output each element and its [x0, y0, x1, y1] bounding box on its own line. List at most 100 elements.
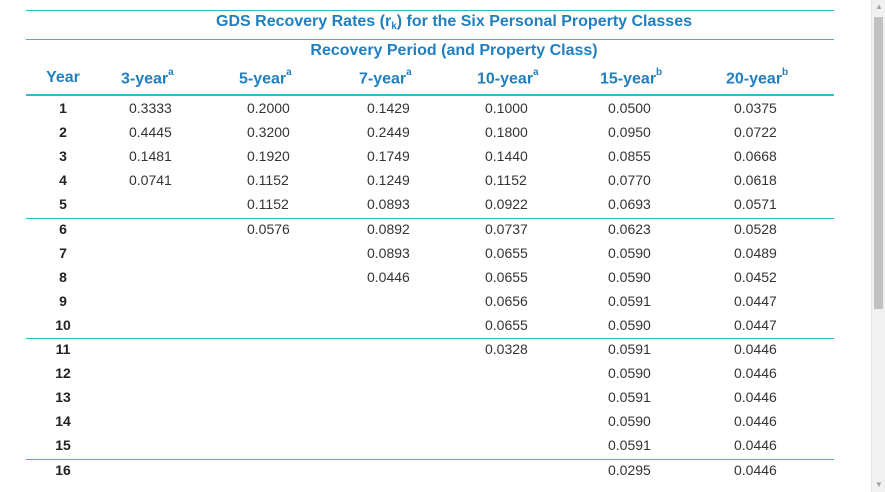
rate-cell: 0.1800	[485, 124, 528, 141]
rate-cell: 0.0328	[485, 341, 528, 357]
year-cell: 6	[59, 220, 67, 237]
rate-cell: 0.0576	[247, 220, 290, 237]
rate-cell: 0.3200	[247, 124, 290, 141]
year-cell: 15	[55, 437, 71, 454]
rate-cell: 0.0893	[367, 244, 410, 261]
year-cell: 16	[55, 461, 71, 478]
rate-cell: 0.0375	[734, 100, 777, 116]
year-cell: 13	[55, 389, 71, 406]
group-rule	[26, 217, 834, 219]
rate-cell: 0.0855	[608, 148, 651, 165]
rate-cell: 0.0452	[734, 268, 777, 285]
column-header-label: 5-year	[239, 70, 287, 88]
rate-cell: 0.0590	[608, 365, 651, 382]
rate-cell: 0.0693	[608, 196, 651, 213]
header-rule	[26, 94, 834, 96]
rate-cell: 0.0571	[734, 196, 777, 213]
rate-cell: 0.0618	[734, 172, 777, 189]
year-cell: 2	[59, 124, 67, 141]
column-header-10-year: 10-yeara	[477, 67, 539, 88]
column-header-7-year: 7-yeara	[359, 67, 412, 88]
rate-cell: 0.0623	[608, 220, 651, 237]
column-header-label: 15-year	[600, 70, 657, 88]
rate-cell: 0.0590	[608, 268, 651, 285]
rate-cell: 0.1429	[367, 100, 410, 116]
column-header-label: 3-year	[121, 70, 169, 88]
table-title: GDS Recovery Rates (rk) for the Six Pers…	[166, 13, 742, 32]
rate-cell: 0.0655	[485, 268, 528, 285]
scroll-up-icon[interactable]: ▲	[875, 2, 883, 11]
rate-cell: 0.0446	[734, 461, 777, 478]
rate-cell: 0.0446	[367, 268, 410, 285]
rate-cell: 0.0446	[734, 341, 777, 357]
year-cell: 4	[59, 172, 67, 189]
rate-cell: 0.1440	[485, 148, 528, 165]
rate-cell: 0.0446	[734, 437, 777, 454]
rate-cell: 0.0591	[608, 292, 651, 309]
title-rule	[26, 39, 834, 40]
rate-cell: 0.1152	[485, 172, 527, 189]
year-header: Year	[46, 69, 80, 86]
rate-cell: 0.1000	[485, 100, 528, 116]
rate-cell: 0.1749	[367, 148, 410, 165]
year-cell: 11	[55, 341, 71, 357]
rate-cell: 0.0892	[367, 220, 410, 237]
rate-cell: 0.0500	[608, 100, 651, 116]
rate-cell: 0.2000	[247, 100, 290, 116]
rate-cell: 0.0922	[485, 196, 528, 213]
title-text-end: ) for the Six Personal Property Classes	[396, 13, 692, 30]
rate-cell: 0.0655	[485, 316, 528, 333]
year-cell: 9	[59, 292, 67, 309]
column-header-15-year: 15-yearb	[600, 67, 663, 88]
rate-cell: 0.0668	[734, 148, 777, 165]
title-text-start: GDS Recovery Rates (r	[216, 13, 392, 30]
table-subtitle: Recovery Period (and Property Class)	[310, 42, 598, 59]
column-header-footnote: a	[406, 67, 412, 78]
column-header-20-year: 20-yearb	[726, 67, 789, 88]
year-cell: 10	[55, 316, 71, 333]
year-cell: 12	[55, 365, 71, 382]
rate-cell: 0.0770	[608, 172, 651, 189]
rate-cell: 0.0446	[734, 413, 777, 430]
vertical-scrollbar[interactable]: ▲ ▼	[871, 0, 885, 492]
year-cell: 8	[59, 268, 67, 285]
year-cell: 7	[59, 244, 67, 261]
rate-cell: 0.0741	[129, 172, 172, 189]
year-cell: 5	[59, 196, 67, 213]
title-subscript: k	[391, 21, 397, 32]
column-header-footnote: b	[656, 67, 663, 78]
column-header-footnote: a	[168, 67, 174, 78]
column-header-3-year: 3-yeara	[121, 67, 174, 88]
rate-cell: 0.0591	[608, 341, 651, 357]
year-cell: 1	[59, 100, 67, 116]
group-rule	[26, 338, 834, 339]
column-header-footnote: b	[782, 67, 789, 78]
column-header-footnote: a	[286, 67, 292, 78]
rate-cell: 0.0950	[608, 124, 651, 141]
rate-cell: 0.0591	[608, 437, 651, 454]
rate-cell: 0.1481	[129, 148, 172, 165]
rate-cell: 0.0590	[608, 244, 651, 261]
year-cell: 14	[55, 413, 71, 430]
rate-cell: 0.0591	[608, 389, 651, 406]
scrollbar-thumb[interactable]	[874, 17, 883, 309]
rate-cell: 0.0447	[734, 292, 777, 309]
rate-cell: 0.3333	[129, 100, 172, 116]
rate-cell: 0.1152	[247, 196, 289, 213]
rate-cell: 0.0656	[485, 292, 528, 309]
column-header-footnote: a	[533, 67, 539, 78]
column-header-5-year: 5-yeara	[239, 67, 292, 88]
rate-cell: 0.0489	[734, 244, 777, 261]
rate-cell: 0.0528	[734, 220, 777, 237]
rate-cell: 0.1152	[247, 172, 289, 189]
rate-cell: 0.0295	[608, 461, 651, 478]
rate-cell: 0.1249	[367, 172, 410, 189]
scroll-down-icon[interactable]: ▼	[875, 480, 883, 489]
rate-cell: 0.2449	[367, 124, 410, 141]
group-rule	[26, 458, 834, 460]
rate-cell: 0.4445	[129, 124, 172, 141]
rate-cell: 0.0722	[734, 124, 777, 141]
rate-cell: 0.0655	[485, 244, 528, 261]
rate-cell: 0.0893	[367, 196, 410, 213]
